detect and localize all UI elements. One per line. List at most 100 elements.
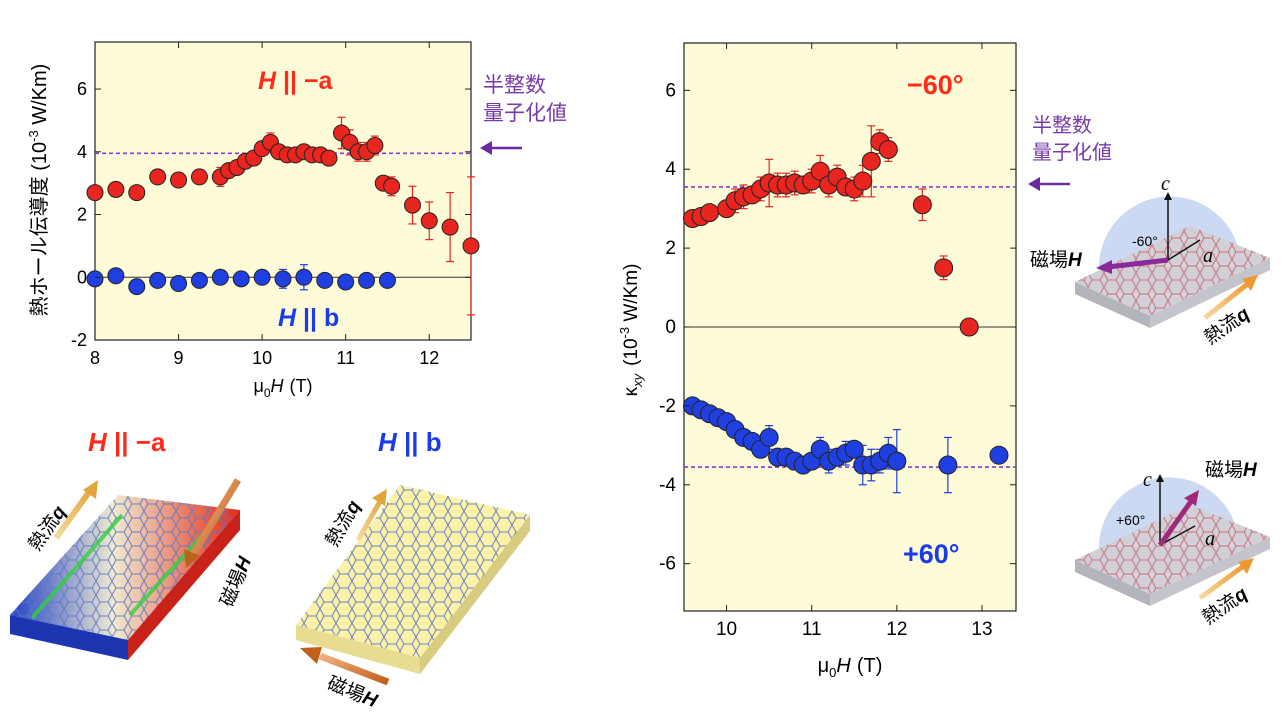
y-tick-label: -6 — [659, 554, 676, 575]
data-point-blue — [316, 271, 334, 289]
data-point-red — [810, 161, 830, 181]
data-point-blue — [253, 268, 271, 286]
x-tick-label: 11 — [336, 348, 355, 368]
data-point-blue — [190, 271, 208, 289]
field-label-neg-a: 磁場H — [216, 552, 256, 609]
illustration-b-title: H || b — [378, 427, 442, 457]
data-point-blue — [378, 271, 396, 289]
right-annotation-line1: 半整数 — [1032, 114, 1092, 137]
left-chart: 8 9 10 11 12 -2 0 2 4 6 μ0H (T) 熱ホール伝導度 (10-3 W/Km… — [26, 41, 567, 400]
right-ticks: 10 11 12 13 -6 -4 -2 0 2 4 6 — [659, 43, 1016, 640]
data-point-red — [366, 137, 384, 155]
data-point-red — [383, 177, 401, 195]
x-tick-label: 9 — [174, 348, 184, 368]
data-point-blue — [232, 270, 250, 288]
x-tick-label: 10 — [716, 619, 737, 640]
data-point-blue — [170, 275, 188, 293]
left-series-label-b: H || b — [278, 304, 339, 332]
illustration-m60: c a -60° 磁場H 熱流q — [1030, 173, 1270, 349]
x-tick-label: 13 — [971, 619, 992, 640]
left-y-axis-label: 熱ホール伝導度 (10-3 W/Km) — [26, 64, 51, 317]
y-tick-label: 0 — [77, 267, 87, 287]
heat-label-p60: 熱流q — [1198, 582, 1252, 629]
slab-b — [296, 485, 530, 674]
right-annotation-line2: 量子化値 — [1032, 141, 1112, 164]
data-point-red — [934, 258, 954, 278]
right-series-label-p60: +60° — [903, 539, 960, 569]
a-axis-m60 — [1167, 239, 1201, 261]
right-y-axis-label: κxy(10-3 W/Km) — [617, 264, 645, 397]
y-tick-label: 6 — [77, 79, 87, 99]
data-point-red — [170, 171, 188, 189]
c-axis-head-p60 — [1156, 474, 1164, 482]
data-point-red — [86, 184, 104, 202]
left-annotation-line2: 量子化値 — [483, 102, 567, 125]
y-tick-label: -2 — [71, 330, 87, 350]
field-label-m60: 磁場H — [1030, 249, 1083, 271]
data-point-red — [420, 212, 438, 230]
data-point-blue — [844, 439, 864, 459]
data-point-blue — [86, 270, 104, 288]
left-x-axis-label: μ0H (T) — [253, 376, 312, 400]
data-point-blue — [211, 268, 229, 286]
left-ticks: 8 9 10 11 12 -2 0 2 4 6 — [71, 42, 471, 368]
angle-label-m60: -60° — [1132, 233, 1158, 249]
data-point-red — [404, 196, 422, 214]
illustration-neg-a-title: H || −a — [88, 427, 166, 457]
left-annotation-arrow — [480, 141, 522, 155]
slab-m60 — [1075, 226, 1270, 328]
field-arrow-p60 — [1157, 490, 1199, 547]
left-marks — [86, 116, 480, 316]
right-annotation-arrow — [1028, 177, 1070, 191]
x-tick-label: 12 — [886, 619, 907, 640]
heat-arrow-m60 — [1203, 275, 1258, 320]
y-tick-label: -4 — [659, 475, 676, 496]
x-tick-label: 10 — [252, 348, 272, 368]
y-tick-label: 2 — [665, 238, 676, 259]
data-point-blue — [887, 451, 907, 471]
data-point-red — [320, 149, 338, 167]
data-point-blue — [337, 273, 355, 291]
data-point-red — [149, 168, 167, 186]
data-point-blue — [128, 278, 146, 296]
slab-neg-a — [10, 495, 240, 660]
y-tick-label: 2 — [77, 205, 87, 225]
right-chart: 10 11 12 13 -6 -4 -2 0 2 4 6 μ0H (T) κxy(10-3 W/Km)… — [617, 42, 1112, 680]
data-point-blue — [358, 271, 376, 289]
data-point-red — [878, 140, 898, 159]
illustration-p60: c a +60° 磁場H 熱流q — [1075, 459, 1270, 629]
x-tick-label: 11 — [802, 619, 822, 640]
data-point-red — [959, 317, 979, 337]
field-label-p60: 磁場H — [1205, 459, 1258, 481]
c-axis-head-m60 — [1164, 192, 1172, 200]
left-plot-area — [94, 41, 472, 341]
data-point-blue — [759, 427, 779, 447]
heat-arrow-neg-a — [53, 480, 98, 540]
data-point-red — [462, 237, 480, 255]
a-label-p60: a — [1205, 528, 1215, 550]
data-point-blue — [989, 445, 1009, 465]
data-point-blue — [107, 267, 125, 285]
a-label-m60: a — [1203, 245, 1213, 267]
heat-arrow-p60 — [1198, 558, 1254, 601]
field-arrow-neg-a — [184, 478, 241, 568]
slab-p60 — [1075, 505, 1270, 606]
field-arrow-m60 — [1096, 257, 1169, 274]
c-label-p60: c — [1143, 469, 1152, 491]
right-marks — [683, 125, 1009, 494]
data-point-red — [190, 168, 208, 186]
left-annotation-line1: 半整数 — [483, 74, 546, 97]
data-point-red — [700, 203, 720, 223]
heat-label-m60: 熱流q — [1200, 302, 1254, 349]
right-series-label-m60: −60° — [907, 70, 964, 100]
data-point-red — [107, 180, 125, 198]
data-point-red — [853, 171, 873, 191]
data-point-blue — [938, 455, 958, 475]
y-tick-label: 4 — [665, 159, 676, 180]
data-point-red — [912, 195, 932, 215]
data-point-red — [861, 151, 881, 171]
data-point-red — [128, 184, 146, 202]
field-arrow-b — [300, 647, 390, 686]
data-point-blue — [295, 268, 313, 286]
